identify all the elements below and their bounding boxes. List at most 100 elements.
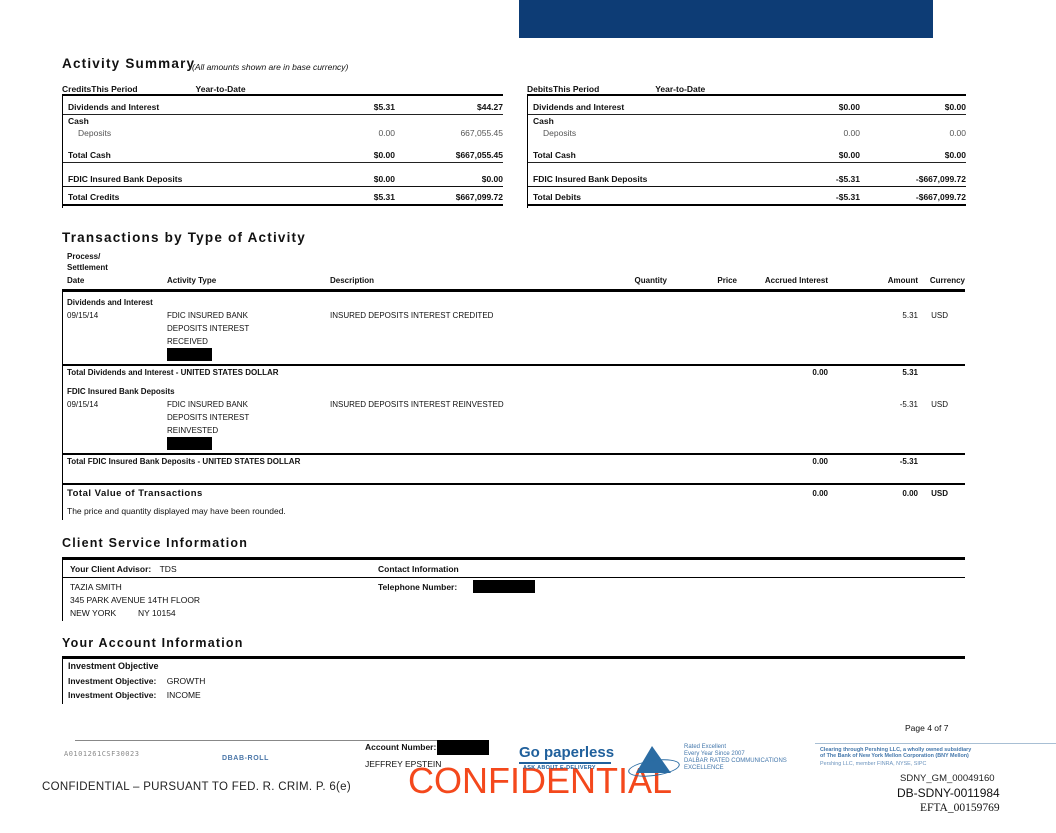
group-total-amount: -5.31 [899, 457, 918, 466]
section-left-border [62, 557, 63, 621]
pyramid-shape [636, 746, 671, 773]
grand-total-label: Total Value of Transactions [67, 488, 203, 499]
telephone-label: Telephone Number: [378, 582, 458, 592]
row-period: $0.00 [373, 174, 395, 184]
entry-activity-line: REINVESTED [167, 426, 219, 435]
col-description: Description [330, 276, 375, 285]
objective-row: Investment Objective: INCOME [68, 690, 201, 700]
col-currency: Currency [929, 276, 965, 285]
table-row: Dividends and Interest $5.31 $44.27 [62, 96, 503, 115]
header-bar [519, 0, 933, 38]
row-ytd: -$667,099.72 [915, 174, 966, 184]
objective-value: GROWTH [166, 676, 206, 686]
col-year-to-date: Year-to-Date [655, 84, 706, 94]
row-period: $0.00 [373, 150, 395, 160]
credits-header: Credits [62, 84, 92, 94]
row-ytd: $44.27 [477, 102, 503, 112]
col-accrued-interest: Accrued Interest [764, 276, 828, 285]
total-rule [62, 364, 965, 366]
row-label: FDIC Insured Bank Deposits [68, 174, 183, 184]
grand-total-accrued: 0.00 [812, 489, 828, 498]
row-ytd: $667,099.72 [455, 192, 503, 202]
entry-activity-line: FDIC INSURED BANK [167, 400, 248, 409]
group-total-accrued: 0.00 [812, 368, 828, 377]
dalbar-line: EXCELLENCE [684, 765, 724, 771]
pershing-line: Clearing through Pershing LLC, a wholly … [820, 747, 972, 753]
objective-value: INCOME [166, 690, 201, 700]
redaction-box [167, 437, 212, 450]
dalbar-logo-icon [627, 744, 681, 780]
account-info-title: Your Account Information [62, 636, 244, 650]
advisor-address: 345 PARK AVENUE 14TH FLOOR [70, 595, 201, 605]
advisor-name: TAZIA SMITH [70, 582, 122, 592]
group-header: FDIC Insured Bank Deposits [67, 387, 175, 396]
go-paperless-rule [519, 762, 611, 764]
credits-header-row: Credits This Period Year-to-Date [62, 80, 503, 96]
row-label: Total Cash [68, 150, 111, 160]
row-ytd: 0.00 [949, 128, 966, 138]
header-rule [62, 577, 965, 578]
group-total-label: Total FDIC Insured Bank Deposits - UNITE… [67, 457, 301, 466]
client-service-title: Client Service Information [62, 536, 249, 550]
pershing-line: Pershing LLC, member FINRA, NYSE, SIPC [820, 760, 927, 767]
row-label: Cash [533, 116, 554, 126]
dalbar-line: Rated Excellent [684, 744, 727, 750]
col-date: Date [67, 276, 85, 285]
entry-currency: USD [931, 311, 948, 320]
advisor-state-zip: NY 10154 [138, 608, 176, 618]
table-row: Cash [527, 115, 966, 128]
entry-amount: 5.31 [902, 311, 918, 320]
pershing-disclaimer: Clearing through Pershing LLC, a wholly … [820, 747, 1056, 767]
confidential-watermark: CONFIDENTIAL [408, 760, 673, 801]
col-this-period: This Period [552, 84, 600, 94]
row-ytd: 667,055.45 [460, 128, 503, 138]
objective-label: Investment Objective: [68, 676, 157, 686]
account-number-label: Account Number: [365, 742, 437, 752]
row-period: -$5.31 [835, 174, 860, 184]
row-period: $5.31 [373, 102, 395, 112]
table-row: Cash [62, 115, 503, 128]
batch-code: DBAB-ROLL [222, 755, 270, 762]
account-holder-name: JEFFREY EPSTEIN [365, 759, 442, 769]
group-total-accrued: 0.00 [812, 457, 828, 466]
pershing-line: of The Bank of New York Mellon Corporati… [820, 753, 969, 760]
row-ytd: -$667,099.72 [915, 192, 966, 202]
row-label: Total Cash [533, 150, 576, 160]
credits-table: Credits This Period Year-to-Date Dividen… [62, 80, 503, 206]
investment-objective-header: Investment Objective [68, 661, 159, 671]
transactions-title: Transactions by Type of Activity [62, 230, 306, 245]
bates-stamp: DB-SDNY-0011984 [897, 786, 1000, 800]
row-ytd: $0.00 [944, 102, 966, 112]
credits-left-border [62, 94, 63, 208]
debits-left-border [527, 94, 528, 208]
objective-label: Investment Objective: [68, 690, 157, 700]
transactions-left-border [62, 289, 63, 520]
group-total-amount: 5.31 [902, 368, 918, 377]
dalbar-line: DALBAR RATED COMMUNICATIONS [684, 758, 787, 764]
footer-rule-right [815, 743, 1056, 744]
debits-table: Debits This Period Year-to-Date Dividend… [527, 80, 966, 206]
row-period: $0.00 [838, 150, 860, 160]
section-left-border [62, 656, 63, 704]
go-paperless-subtitle: ASK ABOUT E-DELIVERY [523, 764, 596, 771]
row-period: $0.00 [838, 102, 860, 112]
col-year-to-date: Year-to-Date [195, 84, 246, 94]
group-header: Dividends and Interest [67, 298, 153, 307]
title-rule [62, 656, 965, 659]
advisor-value: TDS [159, 564, 177, 574]
row-label: Total Debits [533, 192, 582, 202]
row-period: 0.00 [843, 128, 860, 138]
activity-summary-title: Activity Summary [62, 56, 196, 71]
grand-total-rule [62, 483, 965, 485]
table-row: Dividends and Interest $0.00 $0.00 [527, 96, 966, 115]
row-label: Total Credits [68, 192, 120, 202]
go-paperless-title: Go paperless [519, 744, 615, 761]
entry-currency: USD [931, 400, 948, 409]
bates-stamp: SDNY_GM_00049160 [900, 773, 995, 784]
doc-code: A0101261CSF30023 [64, 750, 140, 758]
row-period: $5.31 [373, 192, 395, 202]
debits-header: Debits [527, 84, 553, 94]
entry-activity-line: FDIC INSURED BANK [167, 311, 248, 320]
footer-rule-left [75, 740, 447, 741]
